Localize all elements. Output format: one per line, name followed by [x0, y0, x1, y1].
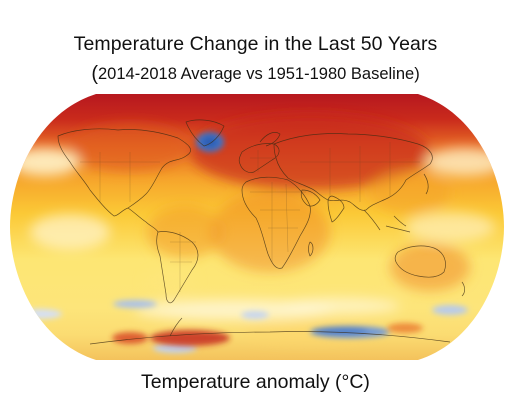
asia-outline [273, 133, 433, 211]
map-title: Temperature Change in the Last 50 Years [73, 33, 438, 55]
arabia-outline [300, 189, 321, 207]
scandinavia-outline [259, 132, 281, 147]
australia-outline [394, 245, 446, 278]
new-zealand-outline [461, 281, 465, 297]
world-temperature-map [10, 94, 504, 360]
north-america-outline [57, 128, 191, 217]
anomaly-field [10, 94, 504, 360]
india-outline [327, 195, 345, 223]
africa-outline [241, 176, 311, 269]
antarctic-peninsula-outline [169, 317, 183, 337]
subtitle-text: 2014-2018 Average vs 1951-1980 Baseline [97, 65, 415, 83]
southeast-asia-outline [363, 209, 411, 233]
map-subtitle: (2014-2018 Average vs 1951-1980 Baseline… [91, 63, 420, 85]
antarctica-outline [89, 331, 451, 345]
legend-caption: Temperature anomaly (°C) [141, 371, 370, 393]
japan-outline [423, 173, 429, 195]
greenland-outline [185, 119, 225, 147]
central-america-outline [127, 207, 159, 233]
country-borders [80, 142, 420, 292]
open-paren: ( [91, 63, 98, 85]
madagascar-outline [308, 241, 314, 257]
cooling-regions [18, 132, 468, 353]
southern-warm-spots [112, 323, 423, 346]
